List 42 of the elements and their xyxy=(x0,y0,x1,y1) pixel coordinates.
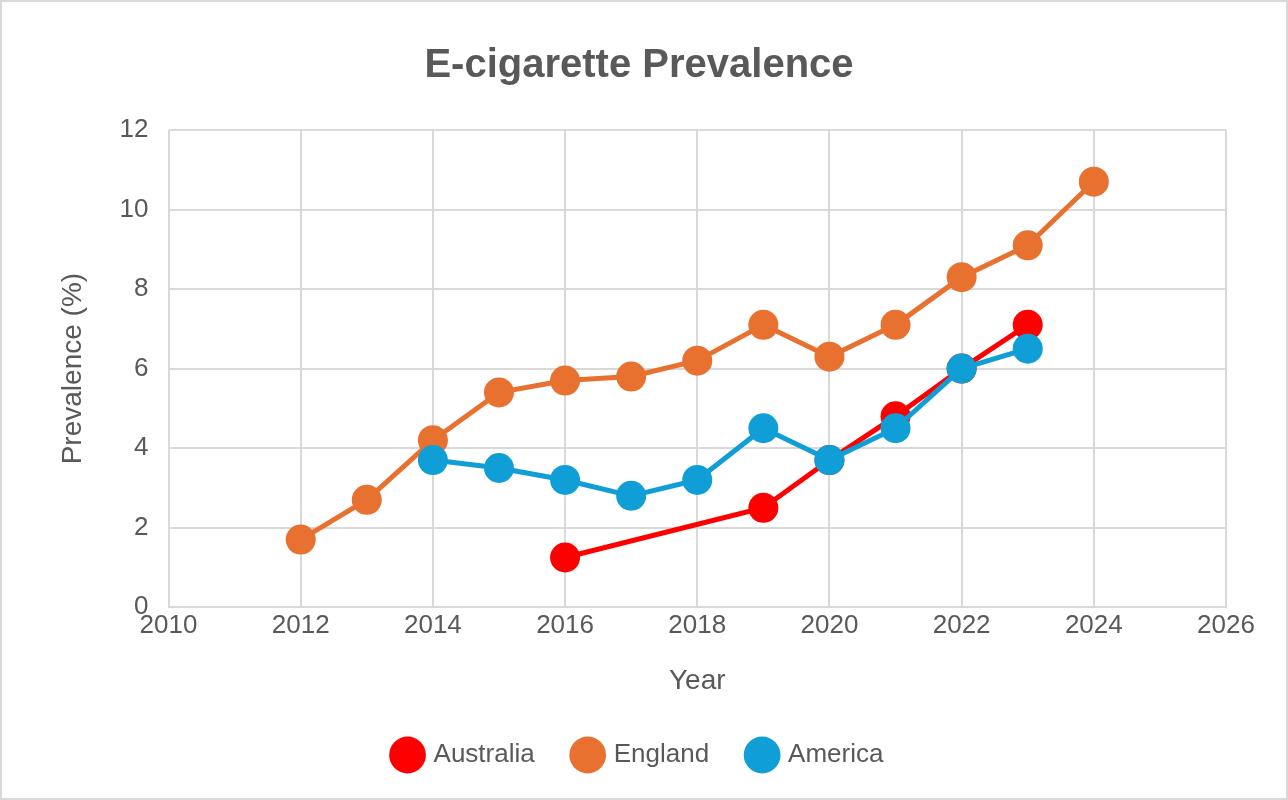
point xyxy=(814,341,845,372)
legend-label: America xyxy=(788,738,884,769)
legend-label: Australia xyxy=(433,738,536,769)
point xyxy=(1012,333,1043,364)
x-tick-label: 2012 xyxy=(271,608,330,639)
x-tick-label: 2014 xyxy=(403,608,462,639)
point xyxy=(748,413,779,444)
point xyxy=(946,262,977,293)
point xyxy=(748,492,779,523)
y-axis-title: Prevalence (%) xyxy=(55,272,87,465)
y-tick-label: 10 xyxy=(119,192,149,223)
x-tick-label: 2022 xyxy=(932,608,991,639)
x-tick-label: 2026 xyxy=(1197,608,1255,639)
point xyxy=(550,464,581,495)
y-tick-label: 4 xyxy=(134,431,149,462)
y-tick-label: 12 xyxy=(119,113,149,144)
point xyxy=(682,345,713,376)
point xyxy=(285,524,316,555)
point xyxy=(880,413,911,444)
point xyxy=(682,464,713,495)
x-axis-title: Year xyxy=(668,663,726,695)
x-tick-label: 2020 xyxy=(800,608,859,639)
point xyxy=(880,309,911,340)
y-tick-label: 6 xyxy=(134,351,149,382)
y-tick-label: 2 xyxy=(134,510,149,541)
point xyxy=(616,480,647,511)
point xyxy=(616,361,647,392)
point xyxy=(1078,166,1109,197)
x-tick-label: 2018 xyxy=(668,608,727,639)
point xyxy=(483,453,514,484)
chart-title: E-cigarette Prevalence xyxy=(424,41,854,86)
legend-label: England xyxy=(613,738,710,769)
x-tick-label: 2016 xyxy=(536,608,594,639)
point xyxy=(417,445,448,476)
point xyxy=(550,542,581,573)
point xyxy=(483,377,514,408)
point xyxy=(550,365,581,396)
x-tick-label: 2024 xyxy=(1064,608,1123,639)
point xyxy=(351,484,382,515)
point xyxy=(1012,230,1043,261)
y-tick-label: 8 xyxy=(134,272,149,303)
point xyxy=(748,309,779,340)
